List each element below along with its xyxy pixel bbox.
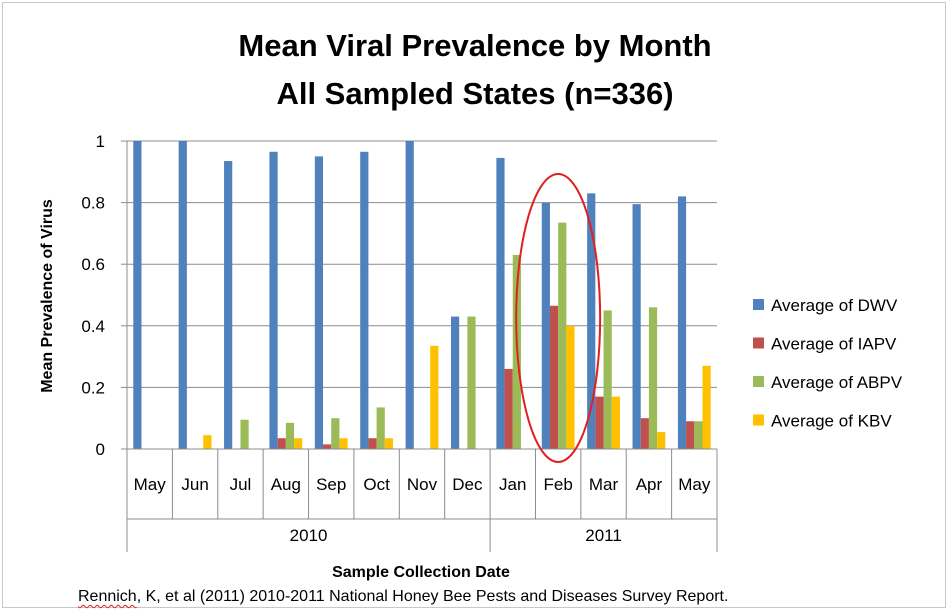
y-tick-label: 1 xyxy=(96,132,105,151)
legend: Average of DWV Average of IAPV Average of … xyxy=(753,296,903,431)
chart-title: Mean Viral Prevalence by Month xyxy=(238,28,711,63)
x-tick-label: Jun xyxy=(181,475,208,494)
bar xyxy=(331,418,340,449)
bar xyxy=(566,325,575,449)
y-tick-label: 0.2 xyxy=(81,378,105,397)
bar xyxy=(240,419,249,449)
legend-swatch xyxy=(753,299,764,310)
bar xyxy=(677,196,687,449)
x-tick-label: Aug xyxy=(271,475,301,494)
y-tick-label: 0 xyxy=(96,440,105,459)
bar xyxy=(224,161,233,449)
x-tick-label: Apr xyxy=(636,475,663,494)
citation: Rennich, K, et al (2011) 2010-2011 Natio… xyxy=(78,588,728,606)
x-tick-label: Jul xyxy=(230,475,252,494)
x-tick-label: Oct xyxy=(363,475,390,494)
legend-label: Average of IAPV xyxy=(771,335,897,354)
x-axis: May Jun Jul Aug Sep Oct Nov Dec Jan Feb Mar Apr May 2… xyxy=(126,448,718,552)
bar xyxy=(314,156,324,449)
bar xyxy=(504,368,513,449)
bar xyxy=(686,421,695,449)
bar xyxy=(467,316,476,449)
bar xyxy=(384,438,394,449)
bar xyxy=(133,141,142,449)
bar xyxy=(430,345,439,449)
bar xyxy=(549,305,559,449)
bar xyxy=(496,157,505,449)
legend-label: Average of ABPV xyxy=(771,373,903,392)
citation-text: , K, et al (2011) 2010-2011 National Hon… xyxy=(136,588,729,605)
gridlines xyxy=(121,140,717,450)
bar xyxy=(632,204,641,449)
bar xyxy=(178,141,187,449)
bar xyxy=(285,422,295,449)
x-tick-label: Sep xyxy=(316,475,346,494)
bar xyxy=(368,438,377,449)
bar xyxy=(657,432,666,449)
bar xyxy=(541,202,550,449)
chart-subtitle: All Sampled States (n=336) xyxy=(276,76,673,111)
annotation-ellipse xyxy=(515,173,602,463)
bar xyxy=(694,421,703,449)
x-group-label: 2011 xyxy=(585,526,622,545)
x-tick-label: Jan xyxy=(499,475,526,494)
bar xyxy=(450,316,460,449)
bar xyxy=(277,438,286,449)
x-tick-label: Dec xyxy=(452,475,483,494)
bar xyxy=(558,222,567,449)
bar xyxy=(294,438,303,449)
bars xyxy=(133,141,711,449)
bar xyxy=(587,193,596,449)
annotation xyxy=(515,173,602,463)
bar xyxy=(648,307,658,449)
bar xyxy=(360,151,369,449)
bar xyxy=(323,444,332,449)
bar xyxy=(269,151,278,449)
bar xyxy=(640,418,649,449)
bar xyxy=(595,396,604,449)
x-tick-label: Feb xyxy=(544,475,573,494)
x-tick-label: May xyxy=(678,475,711,494)
y-tick-label: 0.8 xyxy=(81,194,105,213)
legend-swatch xyxy=(753,414,764,426)
y-axis-title: Mean Prevalence of Virus xyxy=(39,199,56,393)
x-tick-label: May xyxy=(134,475,167,494)
citation-author: Rennich xyxy=(78,588,137,605)
y-tick-label: 0.6 xyxy=(81,255,105,274)
legend-swatch xyxy=(753,337,764,349)
bar xyxy=(611,396,620,449)
bar xyxy=(339,438,348,449)
legend-label: Average of KBV xyxy=(771,412,892,431)
legend-swatch xyxy=(753,376,764,387)
x-group-label: 2010 xyxy=(290,526,328,545)
x-tick-label: Mar xyxy=(589,475,619,494)
y-tick-label: 0.4 xyxy=(81,317,105,336)
bar xyxy=(603,310,612,449)
x-tick-label: Nov xyxy=(407,475,438,494)
bar xyxy=(376,407,385,449)
bar xyxy=(203,435,212,449)
bar xyxy=(702,365,711,449)
legend-label: Average of DWV xyxy=(771,296,898,315)
y-tick-labels: 0 0.2 0.4 0.6 0.8 1 xyxy=(81,132,105,459)
x-axis-title: Sample Collection Date xyxy=(332,564,510,581)
bar xyxy=(405,141,414,449)
